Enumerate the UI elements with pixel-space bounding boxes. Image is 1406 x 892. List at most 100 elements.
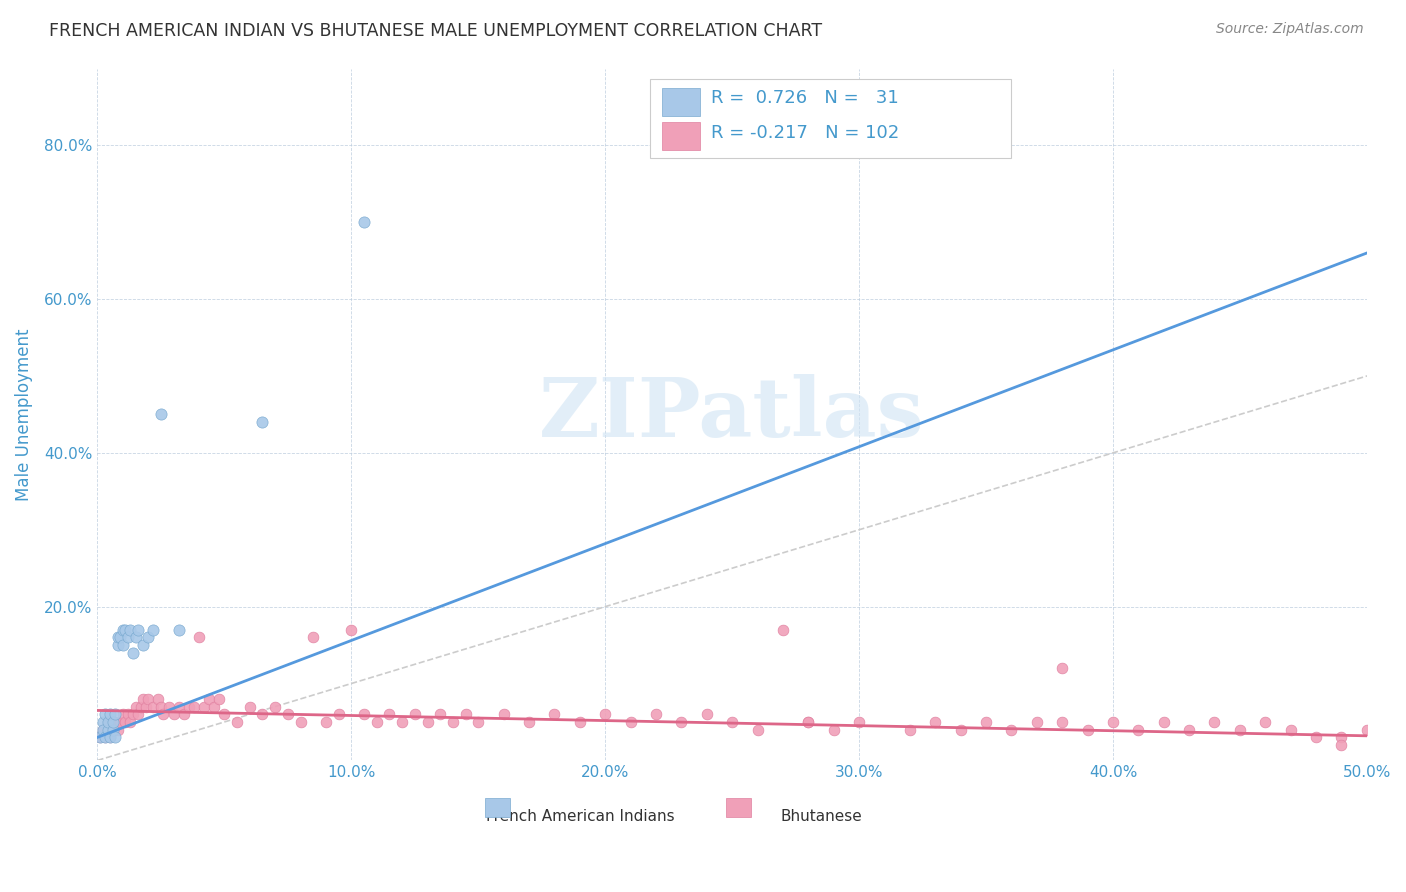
Point bbox=[152, 707, 174, 722]
Point bbox=[101, 723, 124, 737]
Point bbox=[239, 699, 262, 714]
Point bbox=[98, 731, 121, 745]
Point bbox=[101, 714, 124, 729]
Point bbox=[747, 723, 769, 737]
Text: R = -0.217   N = 102: R = -0.217 N = 102 bbox=[710, 124, 898, 142]
Point bbox=[98, 731, 121, 745]
Point bbox=[1254, 714, 1277, 729]
Point bbox=[122, 707, 145, 722]
Point bbox=[149, 699, 172, 714]
Point bbox=[1279, 723, 1302, 737]
Point bbox=[1355, 723, 1378, 737]
Point bbox=[823, 723, 845, 737]
Point bbox=[104, 707, 127, 722]
Point bbox=[89, 731, 111, 745]
Text: ZIPatlas: ZIPatlas bbox=[540, 375, 925, 454]
Point bbox=[114, 623, 136, 637]
Point bbox=[353, 707, 375, 722]
Point bbox=[127, 623, 149, 637]
Point bbox=[107, 638, 129, 652]
Bar bbox=[725, 797, 751, 817]
Point bbox=[366, 714, 388, 729]
Point bbox=[1178, 723, 1201, 737]
Point bbox=[391, 714, 413, 729]
Point bbox=[252, 415, 274, 429]
Point bbox=[177, 699, 200, 714]
Point bbox=[1229, 723, 1251, 737]
Bar bbox=[485, 797, 510, 817]
Point bbox=[252, 707, 274, 722]
Text: R =  0.726   N =   31: R = 0.726 N = 31 bbox=[710, 89, 898, 107]
Point bbox=[568, 714, 591, 729]
Point bbox=[127, 707, 149, 722]
Point bbox=[120, 623, 142, 637]
Point bbox=[183, 699, 205, 714]
Point bbox=[202, 699, 225, 714]
Point bbox=[620, 714, 643, 729]
Point bbox=[132, 638, 155, 652]
Point bbox=[315, 714, 337, 729]
Point bbox=[98, 707, 121, 722]
Point bbox=[122, 646, 145, 660]
Point bbox=[721, 714, 744, 729]
Point bbox=[543, 707, 565, 722]
Text: Source: ZipAtlas.com: Source: ZipAtlas.com bbox=[1216, 22, 1364, 37]
Point bbox=[378, 707, 401, 722]
Point bbox=[340, 623, 363, 637]
Point bbox=[111, 638, 134, 652]
Point bbox=[898, 723, 921, 737]
Bar bbox=[662, 122, 700, 150]
Point bbox=[772, 623, 794, 637]
Point bbox=[107, 723, 129, 737]
Point bbox=[142, 623, 165, 637]
Point bbox=[91, 714, 114, 729]
Point bbox=[149, 408, 172, 422]
Point bbox=[193, 699, 215, 714]
Point bbox=[94, 707, 117, 722]
Point bbox=[696, 707, 718, 722]
Point bbox=[1077, 723, 1099, 737]
Point bbox=[162, 707, 184, 722]
Point bbox=[949, 723, 972, 737]
Point bbox=[848, 714, 870, 729]
Point bbox=[91, 723, 114, 737]
Point bbox=[198, 692, 221, 706]
FancyBboxPatch shape bbox=[650, 78, 1011, 159]
Point bbox=[353, 215, 375, 229]
Point bbox=[167, 699, 190, 714]
Point bbox=[142, 699, 165, 714]
Point bbox=[97, 723, 120, 737]
Point bbox=[101, 723, 124, 737]
Point bbox=[188, 631, 211, 645]
Point bbox=[136, 692, 159, 706]
Point bbox=[136, 631, 159, 645]
Point bbox=[91, 723, 114, 737]
Point bbox=[111, 707, 134, 722]
Point bbox=[97, 714, 120, 729]
Point bbox=[1128, 723, 1150, 737]
Point bbox=[454, 707, 477, 722]
Point bbox=[290, 714, 312, 729]
Point bbox=[94, 731, 117, 745]
Point bbox=[264, 699, 287, 714]
Point bbox=[1330, 731, 1353, 745]
Point bbox=[1000, 723, 1022, 737]
Point bbox=[797, 714, 820, 729]
Point bbox=[671, 714, 693, 729]
Point bbox=[492, 707, 515, 722]
Point bbox=[167, 623, 190, 637]
Point bbox=[110, 714, 132, 729]
Point bbox=[429, 707, 451, 722]
Point bbox=[114, 714, 136, 729]
Y-axis label: Male Unemployment: Male Unemployment bbox=[15, 328, 32, 500]
Point bbox=[111, 623, 134, 637]
Point bbox=[148, 692, 170, 706]
Text: Bhutanese: Bhutanese bbox=[780, 809, 862, 824]
Point bbox=[1025, 714, 1047, 729]
Point bbox=[110, 631, 132, 645]
Point bbox=[1050, 714, 1073, 729]
Point bbox=[226, 714, 249, 729]
Point bbox=[1050, 661, 1073, 675]
Point bbox=[214, 707, 236, 722]
Point bbox=[107, 631, 129, 645]
